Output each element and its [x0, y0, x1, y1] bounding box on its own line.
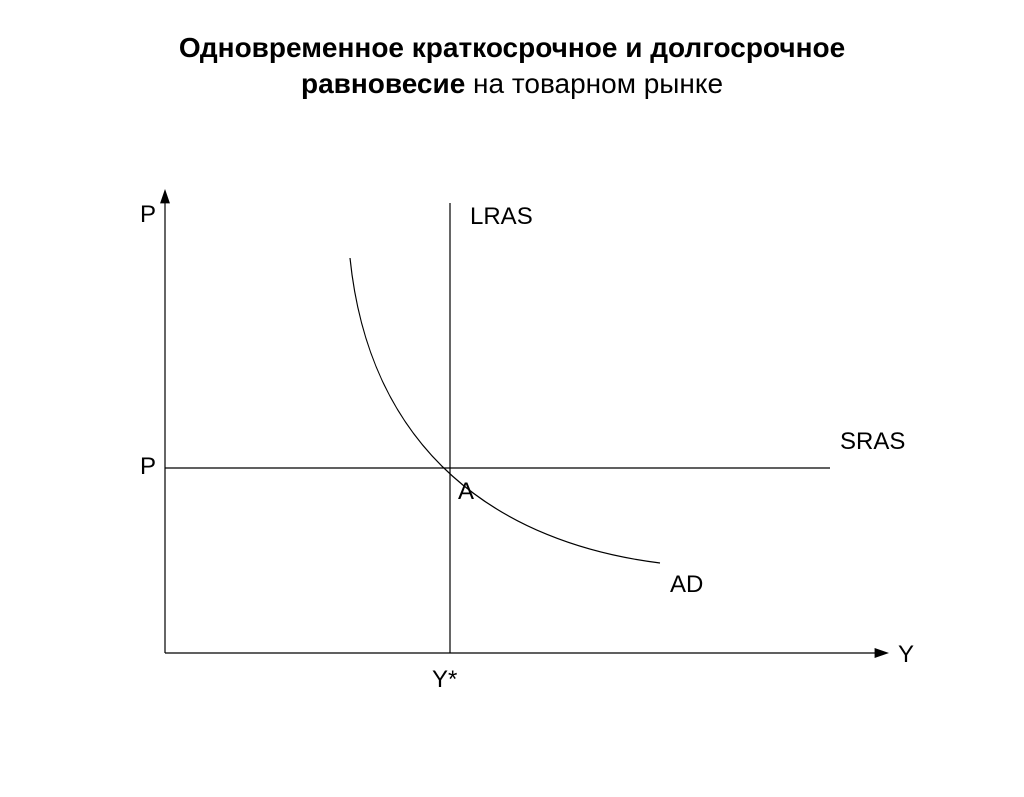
label-sras: SRAS [840, 428, 905, 456]
title-line1: Одновременное краткосрочное и долгосрочн… [179, 32, 845, 63]
title-line2-bold: равновесие [301, 68, 465, 99]
chart-area: P Y LRAS SRAS AD A P Y* [0, 113, 1024, 753]
label-lras: LRAS [470, 203, 533, 231]
label-p-axis: P [140, 201, 156, 229]
label-p-level: P [140, 453, 156, 481]
label-y-star: Y* [432, 666, 457, 694]
label-ad: AD [670, 571, 703, 599]
title-line2-rest: на товарном рынке [465, 68, 723, 99]
chart-title: Одновременное краткосрочное и долгосрочн… [60, 30, 964, 103]
label-a: A [458, 478, 474, 506]
label-y-axis: Y [898, 641, 914, 669]
